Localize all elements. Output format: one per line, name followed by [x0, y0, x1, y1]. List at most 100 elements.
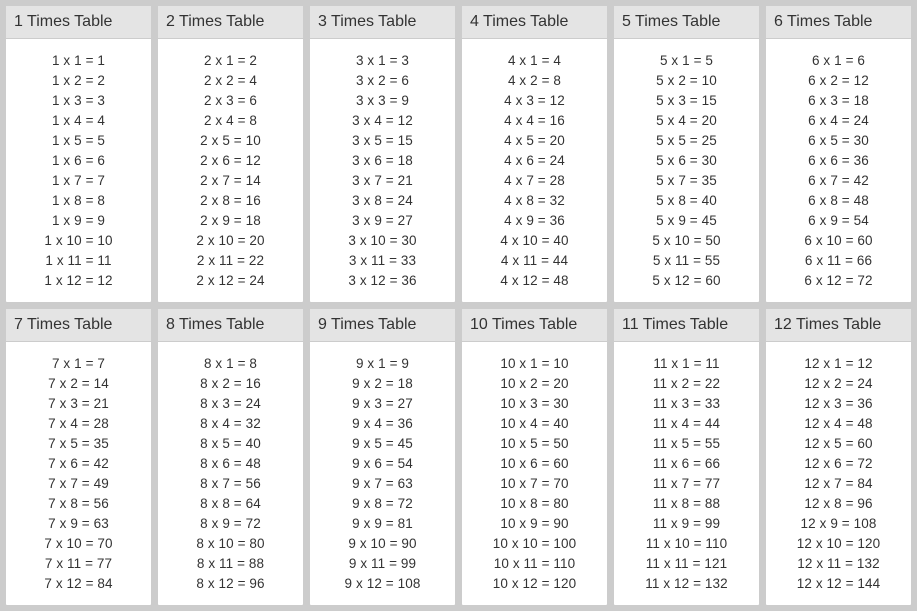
- times-table-title: 3 Times Table: [310, 6, 455, 39]
- times-table-card-9: 9 Times Table9 x 1 = 99 x 2 = 189 x 3 = …: [309, 308, 456, 606]
- equation-row: 7 x 12 = 84: [44, 574, 112, 594]
- equation-row: 1 x 8 = 8: [52, 191, 105, 211]
- equation-row: 5 x 5 = 25: [656, 131, 717, 151]
- equation-row: 8 x 11 = 88: [197, 554, 264, 574]
- equation-row: 12 x 7 = 84: [804, 474, 872, 494]
- equation-row: 4 x 5 = 20: [504, 131, 565, 151]
- equation-row: 2 x 9 = 18: [200, 211, 261, 231]
- equation-row: 4 x 8 = 32: [504, 191, 565, 211]
- equation-row: 1 x 12 = 12: [44, 271, 112, 291]
- equation-row: 4 x 2 = 8: [508, 71, 561, 91]
- times-table-body: 9 x 1 = 99 x 2 = 189 x 3 = 279 x 4 = 369…: [310, 342, 455, 605]
- equation-row: 10 x 8 = 80: [500, 494, 568, 514]
- times-table-title: 8 Times Table: [158, 309, 303, 342]
- times-table-card-1: 1 Times Table1 x 1 = 11 x 2 = 21 x 3 = 3…: [5, 5, 152, 303]
- times-table-card-8: 8 Times Table 8 x 1 = 88 x 2 = 168 x 3 = …: [157, 308, 304, 606]
- equation-row: 12 x 8 = 96: [804, 494, 872, 514]
- equation-row: 5 x 3 = 15: [656, 91, 717, 111]
- equation-row: 11 x 2 = 22: [653, 374, 720, 394]
- equation-row: 9 x 9 = 81: [352, 514, 413, 534]
- equation-row: 5 x 6 = 30: [656, 151, 717, 171]
- equation-row: 8 x 1 = 8: [204, 354, 257, 374]
- equation-row: 11 x 7 = 77: [653, 474, 720, 494]
- equation-row: 6 x 9 = 54: [808, 211, 869, 231]
- equation-row: 11 x 11 = 121: [646, 554, 728, 574]
- equation-row: 10 x 4 = 40: [500, 414, 568, 434]
- equation-row: 11 x 10 = 110: [646, 534, 728, 554]
- equation-row: 12 x 2 = 24: [804, 374, 872, 394]
- equation-row: 3 x 3 = 9: [356, 91, 409, 111]
- times-table-card-11: 11 Times Table11 x 1 = 1111 x 2 = 2211 x…: [613, 308, 760, 606]
- equation-row: 5 x 1 = 5: [660, 51, 713, 71]
- equation-row: 6 x 1 = 6: [812, 51, 865, 71]
- equation-row: 1 x 6 = 6: [52, 151, 105, 171]
- equation-row: 2 x 8 = 16: [200, 191, 261, 211]
- equation-row: 5 x 2 = 10: [656, 71, 717, 91]
- equation-row: 8 x 2 = 16: [200, 374, 261, 394]
- equation-row: 5 x 11 = 55: [653, 251, 720, 271]
- equation-row: 6 x 4 = 24: [808, 111, 869, 131]
- times-table-body: 12 x 1 = 1212 x 2 = 2412 x 3 = 3612 x 4 …: [766, 342, 911, 605]
- equation-row: 7 x 9 = 63: [48, 514, 109, 534]
- equation-row: 4 x 9 = 36: [504, 211, 565, 231]
- equation-row: 4 x 12 = 48: [500, 271, 568, 291]
- equation-row: 1 x 10 = 10: [44, 231, 112, 251]
- equation-row: 1 x 1 = 1: [52, 51, 105, 71]
- equation-row: 10 x 6 = 60: [500, 454, 568, 474]
- times-table-title: 6 Times Table: [766, 6, 911, 39]
- equation-row: 2 x 3 = 6: [204, 91, 257, 111]
- equation-row: 1 x 5 = 5: [52, 131, 105, 151]
- equation-row: 7 x 3 = 21: [48, 394, 109, 414]
- equation-row: 3 x 6 = 18: [352, 151, 413, 171]
- times-table-body: 4 x 1 = 44 x 2 = 84 x 3 = 124 x 4 = 164 …: [462, 39, 607, 302]
- equation-row: 12 x 4 = 48: [804, 414, 872, 434]
- equation-row: 12 x 1 = 12: [804, 354, 872, 374]
- equation-row: 9 x 11 = 99: [349, 554, 416, 574]
- equation-row: 11 x 12 = 132: [645, 574, 728, 594]
- times-table-title: 5 Times Table: [614, 6, 759, 39]
- equation-row: 12 x 5 = 60: [804, 434, 872, 454]
- equation-row: 7 x 7 = 49: [48, 474, 109, 494]
- equation-row: 12 x 10 = 120: [797, 534, 881, 554]
- equation-row: 6 x 6 = 36: [808, 151, 869, 171]
- equation-row: 5 x 10 = 50: [652, 231, 720, 251]
- equation-row: 8 x 3 = 24: [200, 394, 261, 414]
- times-table-title: 9 Times Table: [310, 309, 455, 342]
- equation-row: 9 x 3 = 27: [352, 394, 413, 414]
- equation-row: 4 x 7 = 28: [504, 171, 565, 191]
- equation-row: 2 x 2 = 4: [204, 71, 257, 91]
- equation-row: 2 x 11 = 22: [197, 251, 264, 271]
- equation-row: 10 x 3 = 30: [500, 394, 568, 414]
- equation-row: 3 x 12 = 36: [348, 271, 416, 291]
- equation-row: 7 x 1 = 7: [52, 354, 105, 374]
- equation-row: 11 x 1 = 11: [653, 354, 719, 374]
- equation-row: 7 x 5 = 35: [48, 434, 109, 454]
- times-table-body: 2 x 1 = 22 x 2 = 42 x 3 = 62 x 4 = 82 x …: [158, 39, 303, 302]
- times-table-title: 1 Times Table: [6, 6, 151, 39]
- equation-row: 10 x 5 = 50: [500, 434, 568, 454]
- equation-row: 5 x 9 = 45: [656, 211, 717, 231]
- equation-row: 9 x 7 = 63: [352, 474, 413, 494]
- equation-row: 11 x 3 = 33: [653, 394, 720, 414]
- equation-row: 2 x 5 = 10: [200, 131, 261, 151]
- equation-row: 5 x 7 = 35: [656, 171, 717, 191]
- times-table-body: 5 x 1 = 55 x 2 = 105 x 3 = 155 x 4 = 205…: [614, 39, 759, 302]
- equation-row: 9 x 2 = 18: [352, 374, 413, 394]
- times-table-body: 7 x 1 = 77 x 2 = 147 x 3 = 217 x 4 = 287…: [6, 342, 151, 605]
- equation-row: 3 x 4 = 12: [352, 111, 413, 131]
- equation-row: 6 x 10 = 60: [804, 231, 872, 251]
- equation-row: 5 x 8 = 40: [656, 191, 717, 211]
- equation-row: 2 x 10 = 20: [196, 231, 264, 251]
- times-table-card-10: 10 Times Table10 x 1 = 1010 x 2 = 2010 x…: [461, 308, 608, 606]
- equation-row: 8 x 5 = 40: [200, 434, 261, 454]
- equation-row: 6 x 5 = 30: [808, 131, 869, 151]
- equation-row: 1 x 7 = 7: [52, 171, 105, 191]
- equation-row: 6 x 12 = 72: [804, 271, 872, 291]
- equation-row: 8 x 6 = 48: [200, 454, 261, 474]
- times-table-body: 1 x 1 = 11 x 2 = 21 x 3 = 31 x 4 = 41 x …: [6, 39, 151, 302]
- equation-row: 6 x 11 = 66: [805, 251, 872, 271]
- equation-row: 3 x 7 = 21: [352, 171, 413, 191]
- times-table-card-4: 4 Times Table4 x 1 = 44 x 2 = 84 x 3 = 1…: [461, 5, 608, 303]
- times-table-title: 12 Times Table: [766, 309, 911, 342]
- times-table-body: 10 x 1 = 1010 x 2 = 2010 x 3 = 3010 x 4 …: [462, 342, 607, 605]
